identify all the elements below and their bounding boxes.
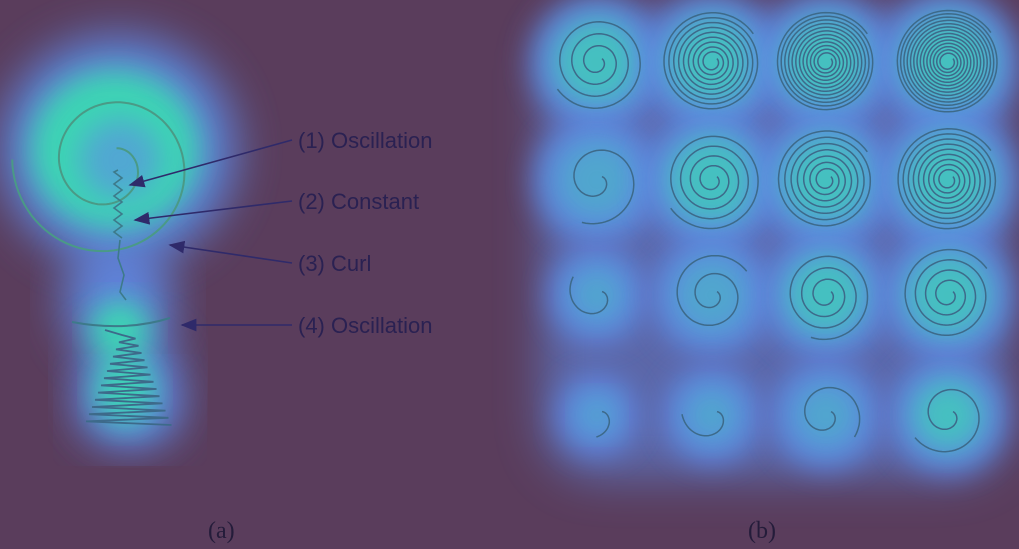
glow-blob-a-inner-1 [90,300,150,360]
annotation-arrow-3 [168,240,293,264]
panel-b-glow [531,0,1018,480]
glow-b-core-2-1 [674,257,750,333]
annotation-constant: (2) Constant [298,189,419,214]
spiral-3-0 [596,410,611,438]
spiral-2-3 [904,248,988,337]
annotation-curl: (3) Curl [298,251,371,276]
glow-b-base [540,10,1010,480]
spiral-2-1 [676,254,748,327]
panel-b-spirals [556,9,998,453]
panel-b-spiral-grid: (b) [531,0,1018,544]
oscillation-stroke-4-curve [71,317,171,328]
spiral-3-1 [681,410,725,437]
spiral-3-3 [914,388,980,453]
oscillation-stroke-1 [112,169,124,239]
spiral-1-3 [897,128,997,230]
glow-b-core-2-3 [905,252,991,338]
constant-stroke [117,239,127,301]
annotation-oscillation-1: (1) Oscillation [298,128,432,153]
spiral-3-2 [804,386,861,438]
spiral-2-0 [569,276,609,315]
glow-b-core-3-1 [685,388,739,442]
spiral-0-3 [896,9,998,113]
glow-b-core-2-0 [570,268,624,322]
glow-b-core-3-3 [912,379,984,451]
spiral-1-1 [670,135,759,230]
panel-a-labels: (1) Oscillation (2) Constant (3) Curl (4… [298,128,432,338]
panel-a-arrows [128,139,293,332]
glow-b-core-0-0 [553,18,641,106]
spiral-0-0 [556,21,641,109]
glow-b-core-1-0 [556,139,638,221]
spiral-0-2 [776,11,874,111]
panel-a-saliency-map: (1) Oscillation (2) Constant (3) Curl (4… [0,35,432,544]
spiral-1-0 [573,149,635,225]
glow-b-core-3-2 [793,382,859,448]
spiral-1-2 [777,130,872,227]
annotation-arrow-1 [128,139,293,188]
oscillation-stroke-4 [85,329,172,426]
annotation-oscillation-4: (4) Oscillation [298,313,432,338]
glow-b-core-1-1 [667,135,757,225]
caption-b: (b) [748,518,776,544]
panel-a-glow [0,35,236,445]
spiral-2-2 [789,255,869,341]
annotation-arrow-2 [133,200,293,225]
caption-a: (a) [208,518,235,544]
glow-b-core-3-0 [577,395,617,435]
spiral-0-1 [663,12,759,110]
